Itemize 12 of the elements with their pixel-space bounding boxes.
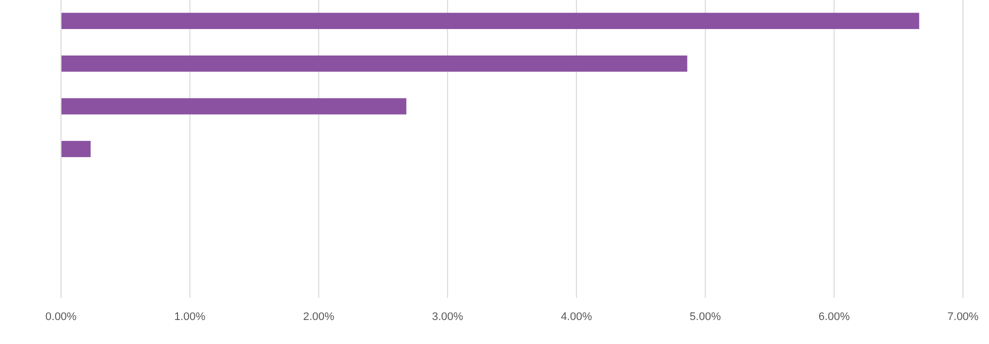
- x-tick-label: 6.00%: [818, 311, 850, 323]
- x-tick-label: 3.00%: [432, 311, 464, 323]
- bar: [61, 98, 406, 114]
- bar: [61, 12, 920, 30]
- bar: [61, 56, 688, 72]
- x-tick-label: 0.00%: [45, 311, 77, 323]
- x-tick-label: 4.00%: [560, 311, 592, 323]
- bar: [61, 140, 91, 158]
- x-tick-label: 2.00%: [303, 311, 335, 323]
- x-tick-label: 5.00%: [690, 311, 722, 323]
- x-tick-label: 1.00%: [174, 311, 206, 323]
- x-tick-label: 7.00%: [947, 311, 979, 323]
